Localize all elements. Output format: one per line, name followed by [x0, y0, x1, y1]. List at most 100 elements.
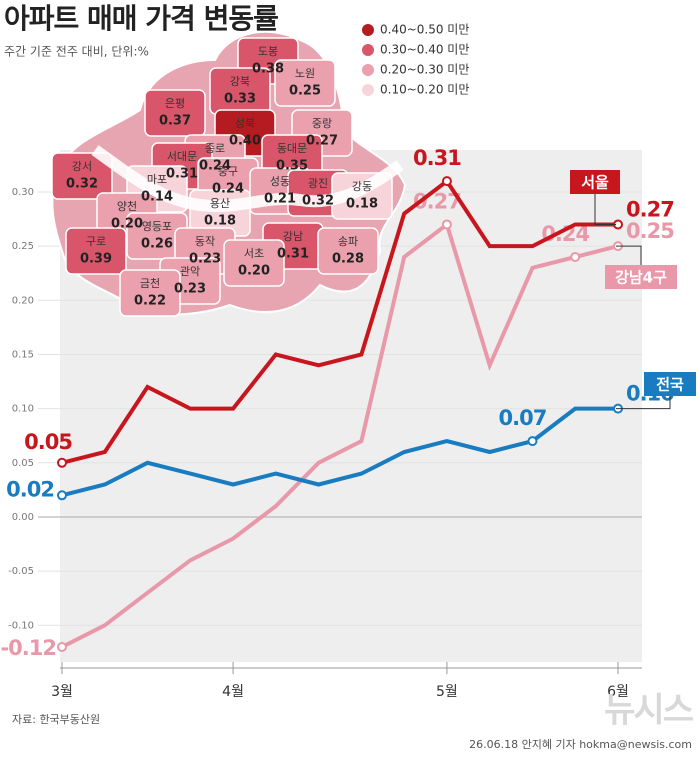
district-value: 0.18: [204, 214, 236, 229]
district-value: 0.18: [346, 197, 378, 212]
district-value: 0.32: [302, 194, 334, 209]
district-name: 금천: [140, 276, 160, 290]
series-line: [61, 221, 619, 649]
district-value: 0.32: [66, 177, 98, 192]
district-name: 구로: [86, 235, 106, 248]
district-name: 도봉: [258, 45, 278, 58]
title: 아파트 매매 가격 변동률: [4, 2, 278, 35]
district: [51, 152, 113, 200]
series-line: [61, 178, 618, 465]
legend-label: 전국: [656, 376, 684, 394]
district: [274, 59, 336, 107]
x-tick-label: 5월: [436, 684, 458, 700]
district-value: 0.24: [199, 159, 231, 174]
district-value: 0.25: [289, 84, 321, 99]
district-name: 종로: [205, 142, 225, 155]
district-value: 0.39: [80, 252, 112, 267]
legend-swatch: [362, 64, 374, 76]
x-axis-labels: 3월 4월 5월 6월: [51, 662, 629, 700]
district-value: 0.23: [189, 252, 221, 267]
district-name: 서초: [244, 247, 264, 260]
district-name: 강북: [230, 75, 250, 88]
district-name: 마포: [147, 173, 167, 186]
value-label: 0.27: [626, 197, 674, 221]
lines: -0.120.270.240.25강남4구0.020.070.10전국0.050…: [0, 146, 696, 660]
point: [527, 436, 538, 447]
district: [65, 227, 127, 275]
value-label: 0.02: [6, 477, 54, 501]
legend-box: [570, 170, 620, 194]
district-name: 강동: [352, 180, 372, 193]
district-name: 서대문: [167, 150, 197, 163]
district-value: 0.22: [134, 294, 166, 309]
district-name: 용산: [210, 197, 230, 210]
district-value: 0.23: [174, 282, 206, 297]
series-line: [61, 406, 618, 498]
district-value: 0.14: [141, 190, 173, 205]
district-value: 0.40: [229, 134, 261, 149]
value-label: 0.05: [24, 430, 72, 454]
district-value: 0.35: [276, 159, 308, 174]
district-name: 은평: [165, 97, 185, 110]
value-label: 0.25: [626, 219, 674, 243]
legend-swatch: [362, 24, 374, 36]
point: [57, 490, 67, 501]
legend-label: 0.30~0.40 미만: [380, 43, 469, 57]
district: [223, 239, 285, 287]
district-name: 영등포: [142, 220, 172, 233]
value-label: -0.12: [0, 636, 56, 660]
y-tick-label: -0.10: [8, 620, 34, 631]
legend-label: 서울: [581, 174, 609, 192]
credit: 26.06.18 안지혜 기자 hokma@newsis.com: [469, 738, 692, 751]
district: [119, 269, 181, 317]
district-name: 송파: [338, 235, 358, 248]
district-value: 0.38: [252, 62, 284, 77]
point: [57, 641, 67, 652]
district-value: 0.28: [332, 252, 364, 267]
legend-box: [605, 265, 677, 289]
district-name: 중랑: [312, 117, 332, 130]
district-name: 동작: [195, 235, 215, 248]
x-tick-label: 4월: [222, 684, 244, 700]
point: [570, 251, 581, 262]
district-value: 0.24: [212, 182, 244, 197]
x-tick-label: 3월: [51, 684, 73, 700]
district-name: 광진: [308, 177, 328, 190]
district-name: 노원: [295, 67, 315, 80]
y-tick-label: 0.30: [12, 187, 34, 198]
district-value: 0.20: [238, 264, 270, 279]
subtitle: 주간 기준 전주 대비, 단위:%: [4, 45, 149, 59]
legend-swatch: [362, 44, 374, 56]
district-value: 0.26: [141, 237, 173, 252]
y-tick-label: 0.25: [12, 241, 34, 252]
district-name: 성동: [270, 175, 290, 188]
y-tick-label: 0.00: [12, 512, 34, 523]
legend-connector: [594, 182, 616, 225]
district-name: 관악: [180, 265, 200, 278]
district-value: 0.37: [159, 114, 191, 129]
legend-label: 0.40~0.50 미만: [380, 23, 469, 37]
legend-label: 0.20~0.30 미만: [380, 63, 469, 77]
district-value: 0.31: [166, 167, 198, 182]
point: [57, 457, 67, 468]
district-name: 양천: [117, 199, 137, 213]
legend-box: [644, 372, 696, 396]
y-tick-label: 0.15: [12, 349, 34, 360]
district: [317, 227, 379, 275]
y-tick-label: 0.10: [12, 404, 34, 415]
district: [144, 89, 206, 137]
value-label: 0.31: [413, 146, 461, 170]
point: [441, 176, 452, 187]
district-value: 0.31: [277, 247, 309, 262]
district-value: 0.20: [111, 217, 143, 232]
y-tick-label: 0.20: [12, 295, 34, 306]
district-name: 동대문: [277, 142, 307, 155]
y-tick-label: -0.05: [8, 566, 34, 577]
legend-swatch: [362, 84, 374, 96]
han-river: [91, 145, 404, 212]
district-name: 강남: [283, 230, 303, 243]
district-name: 강서: [72, 160, 92, 173]
legend-label: 0.10~0.20 미만: [380, 83, 469, 97]
